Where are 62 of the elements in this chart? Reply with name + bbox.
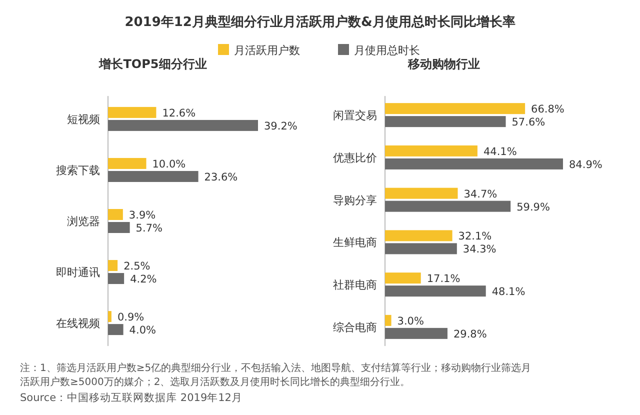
bar	[385, 286, 486, 297]
y-tick-label: 导购分享	[333, 194, 377, 207]
y-tick-label: 短视频	[67, 112, 100, 126]
bar	[385, 116, 506, 128]
data-label: 57.6%	[512, 116, 546, 129]
data-label: 44.1%	[483, 146, 517, 158]
chart-subtitle: 增长TOP5细分行业	[98, 57, 207, 71]
chart-title: 移动购物行业	[407, 57, 480, 71]
text: 2019年12月典型细分行业月活跃用户数&月使用总时长同比增长率	[124, 14, 516, 30]
bar	[385, 243, 457, 254]
data-label: 59.9%	[516, 201, 550, 214]
data-label: 23.6%	[204, 171, 238, 184]
y-tick-label: 即时通讯	[56, 266, 100, 280]
data-label: 3.9%	[128, 210, 156, 222]
y-tick-label: 生鲜电商	[333, 236, 377, 250]
data-label: 3.0%	[397, 315, 424, 328]
y-tick-label: 综合电商	[333, 320, 377, 334]
bar	[108, 311, 112, 322]
bar	[108, 324, 124, 336]
bar	[385, 230, 452, 242]
y-tick-label: 优惠比价	[333, 151, 377, 164]
data-label: 4.2%	[130, 274, 157, 286]
y-tick-label: 在线视频	[56, 317, 100, 330]
bar	[108, 222, 130, 233]
y-tick-label: 闲置交易	[333, 109, 377, 122]
data-label: 48.1%	[492, 286, 526, 298]
data-label: 84.9%	[569, 158, 602, 171]
data-label: 39.2%	[264, 120, 298, 132]
data-label: 10.0%	[152, 158, 186, 170]
y-tick-label: 浏览器	[67, 215, 100, 228]
data-label: 29.8%	[453, 328, 487, 340]
data-label: 4.0%	[129, 324, 156, 337]
data-label: 34.7%	[464, 188, 498, 200]
bar	[385, 314, 392, 326]
data-label: 66.8%	[531, 104, 564, 116]
data-label: 12.6%	[162, 107, 196, 120]
bar	[385, 145, 478, 156]
bar	[385, 200, 511, 212]
legend-label: 月活跃用户数	[234, 44, 300, 57]
bar	[108, 158, 146, 169]
data-label: 0.9%	[117, 312, 144, 324]
bar	[108, 170, 198, 182]
bar	[385, 328, 448, 339]
bar	[108, 120, 258, 131]
y-tick-label: 搜索下载	[56, 164, 100, 177]
y-tick-label: 社群电商	[333, 278, 377, 292]
bar	[108, 273, 124, 284]
bar	[385, 103, 526, 114]
bar	[108, 209, 123, 220]
data-label: 17.1%	[426, 273, 460, 286]
data-label: 2.5%	[124, 260, 150, 273]
bar	[385, 158, 563, 170]
bar	[108, 260, 118, 272]
bar	[108, 106, 156, 118]
data-label: 34.3%	[462, 244, 496, 256]
bar	[385, 188, 458, 199]
source-note: Source：中国移动互联网数据库 2019年12月	[20, 391, 242, 404]
bar	[385, 272, 421, 284]
text: 注：1、筛选月活跃用户数≥5亿的典型细分行业，不包括输入法、地图导航、支付结算等行业；移动购物行业筛选月活跃用户数≥5000万的媒介；2、选取月活跃数及月使用时长同比增长的典型细分行业。	[20, 362, 532, 388]
data-label: 5.7%	[136, 222, 163, 234]
data-label: 32.1%	[458, 230, 492, 243]
legend-label: 月使用总时长	[354, 44, 420, 57]
